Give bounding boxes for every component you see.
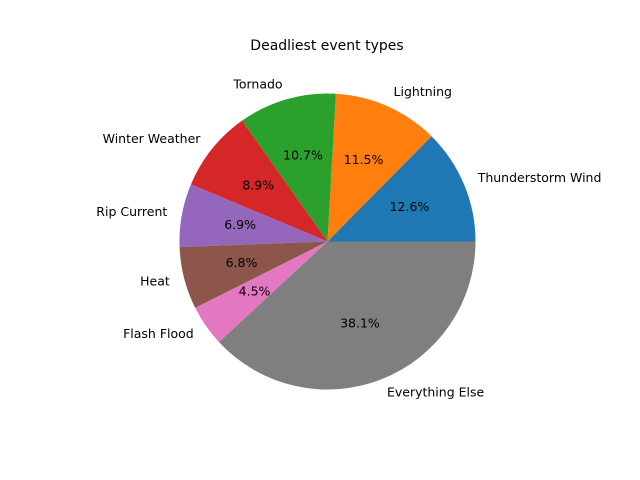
pie-slice-flash-flood [195,241,328,343]
pie-slices [179,93,476,390]
category-label-lightning: Lightning [394,84,452,99]
category-label-rip-current: Rip Current [96,204,167,219]
percentage-label-everything-else: 38.1% [340,316,380,331]
category-label-flash-flood: Flash Flood [123,326,194,341]
percentage-label-rip-current: 6.9% [224,217,256,232]
pie-slice-thunderstorm-wind [327,136,476,242]
percentage-label-lightning: 11.5% [344,152,384,167]
pie-slice-rip-current [179,184,328,248]
category-label-winter-weather: Winter Weather [103,131,202,146]
percentage-label-winter-weather: 8.9% [242,177,274,192]
category-label-heat: Heat [140,273,170,288]
percentage-label-flash-flood: 4.5% [239,284,271,299]
chart-title: Deadliest event types [250,38,403,54]
percentage-label-tornado: 10.7% [283,148,323,163]
category-label-thunderstorm-wind: Thunderstorm Wind [477,170,602,185]
pie-slice-lightning [327,93,432,242]
percentage-labels: 12.6% 11.5% 10.7% 8.9% 6.9% 6.8% 4.5% 38.1% [224,148,429,331]
pie-slice-tornado [242,93,336,242]
pie-slice-everything-else [218,241,476,390]
pie-slice-winter-weather [190,120,328,242]
category-label-tornado: Tornado [232,77,282,92]
percentage-label-heat: 6.8% [226,255,258,270]
category-labels: Thunderstorm Wind Lightning Tornado Winter … [96,77,601,400]
percentage-label-thunderstorm-wind: 12.6% [390,199,430,214]
category-label-everything-else: Everything Else [387,385,485,400]
pie-slice-heat [179,241,328,308]
